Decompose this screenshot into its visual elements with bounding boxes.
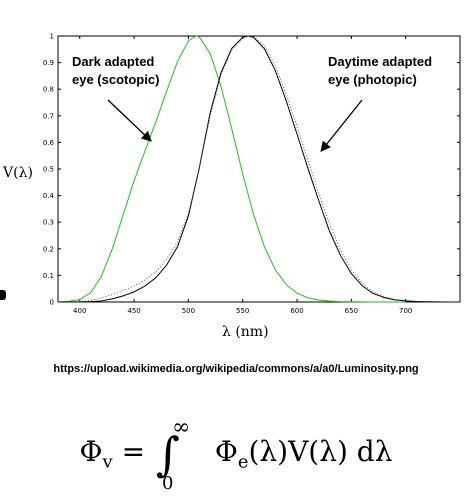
x-tick-label: 600 bbox=[290, 307, 303, 315]
y-tick-label: 1 bbox=[50, 33, 54, 41]
edge-mark bbox=[0, 290, 6, 300]
formula-rhs-rest: (λ)V(λ) dλ bbox=[248, 435, 393, 468]
x-tick-label: 550 bbox=[236, 307, 249, 315]
x-tick-label: 500 bbox=[182, 307, 195, 315]
x-tick-label: 700 bbox=[399, 307, 412, 315]
formula-lhs-sub: v bbox=[102, 451, 113, 473]
formula-upper-limit: ∞ bbox=[171, 415, 191, 440]
series-line-photopic bbox=[57, 35, 461, 303]
y-tick-label: 0.1 bbox=[43, 272, 54, 280]
x-tick-label: 450 bbox=[127, 307, 140, 315]
y-tick-label: 0.5 bbox=[43, 166, 54, 174]
annotation-scotopic-line1: Dark adapted bbox=[72, 54, 154, 69]
y-tick-label: 0.3 bbox=[43, 219, 54, 227]
y-tick-label: 0.4 bbox=[43, 192, 55, 200]
y-axis-label: V(λ) bbox=[2, 165, 33, 181]
x-axis-label: λ (nm) bbox=[222, 324, 269, 340]
annotation-photopic-line2: eye (photopic) bbox=[328, 72, 417, 87]
y-tick-label: 0.8 bbox=[43, 86, 54, 94]
formula-equals: = bbox=[121, 435, 146, 468]
formula-rhs-sub: e bbox=[237, 451, 249, 473]
annotation-scotopic-arrow bbox=[107, 99, 152, 142]
x-ticks: 400 450 500 550 600 650 700 bbox=[73, 36, 412, 315]
formula-rhs: Φ bbox=[214, 435, 238, 468]
annotation-scotopic-line2: eye (scotopic) bbox=[72, 72, 159, 87]
x-tick-label: 400 bbox=[73, 307, 86, 315]
annotation-photopic-line1: Daytime adapted bbox=[328, 54, 432, 69]
luminous-flux-formula: Φv = ∫ ∞ 0 Φe(λ)V(λ) dλ bbox=[0, 415, 472, 494]
y-tick-label: 0.9 bbox=[43, 59, 54, 67]
y-tick-label: 0.6 bbox=[43, 139, 55, 147]
luminosity-chart: 0 0.1 0.2 0.3 0.4 0.5 0.6 0.7 0.8 0.9 1 400 450 500 5… bbox=[2, 33, 461, 340]
y-ticks: 0 0.1 0.2 0.3 0.4 0.5 0.6 0.7 0.8 0.9 1 bbox=[43, 33, 460, 307]
source-url: https://upload.wikimedia.org/wikipedia/c… bbox=[53, 363, 419, 375]
y-tick-label: 0.7 bbox=[43, 112, 54, 120]
y-tick-label: 0.2 bbox=[43, 245, 54, 253]
formula-lower-limit: 0 bbox=[161, 473, 174, 494]
formula-integral: ∫ bbox=[155, 427, 180, 481]
series-lines bbox=[57, 35, 461, 303]
series-line-scotopic bbox=[57, 35, 406, 303]
annotation-photopic-arrow bbox=[320, 99, 363, 153]
x-tick-label: 650 bbox=[345, 307, 358, 315]
y-tick-label: 0 bbox=[50, 299, 54, 307]
series-line-photopic-dotted bbox=[57, 35, 461, 303]
formula-lhs: Φ bbox=[79, 435, 103, 468]
